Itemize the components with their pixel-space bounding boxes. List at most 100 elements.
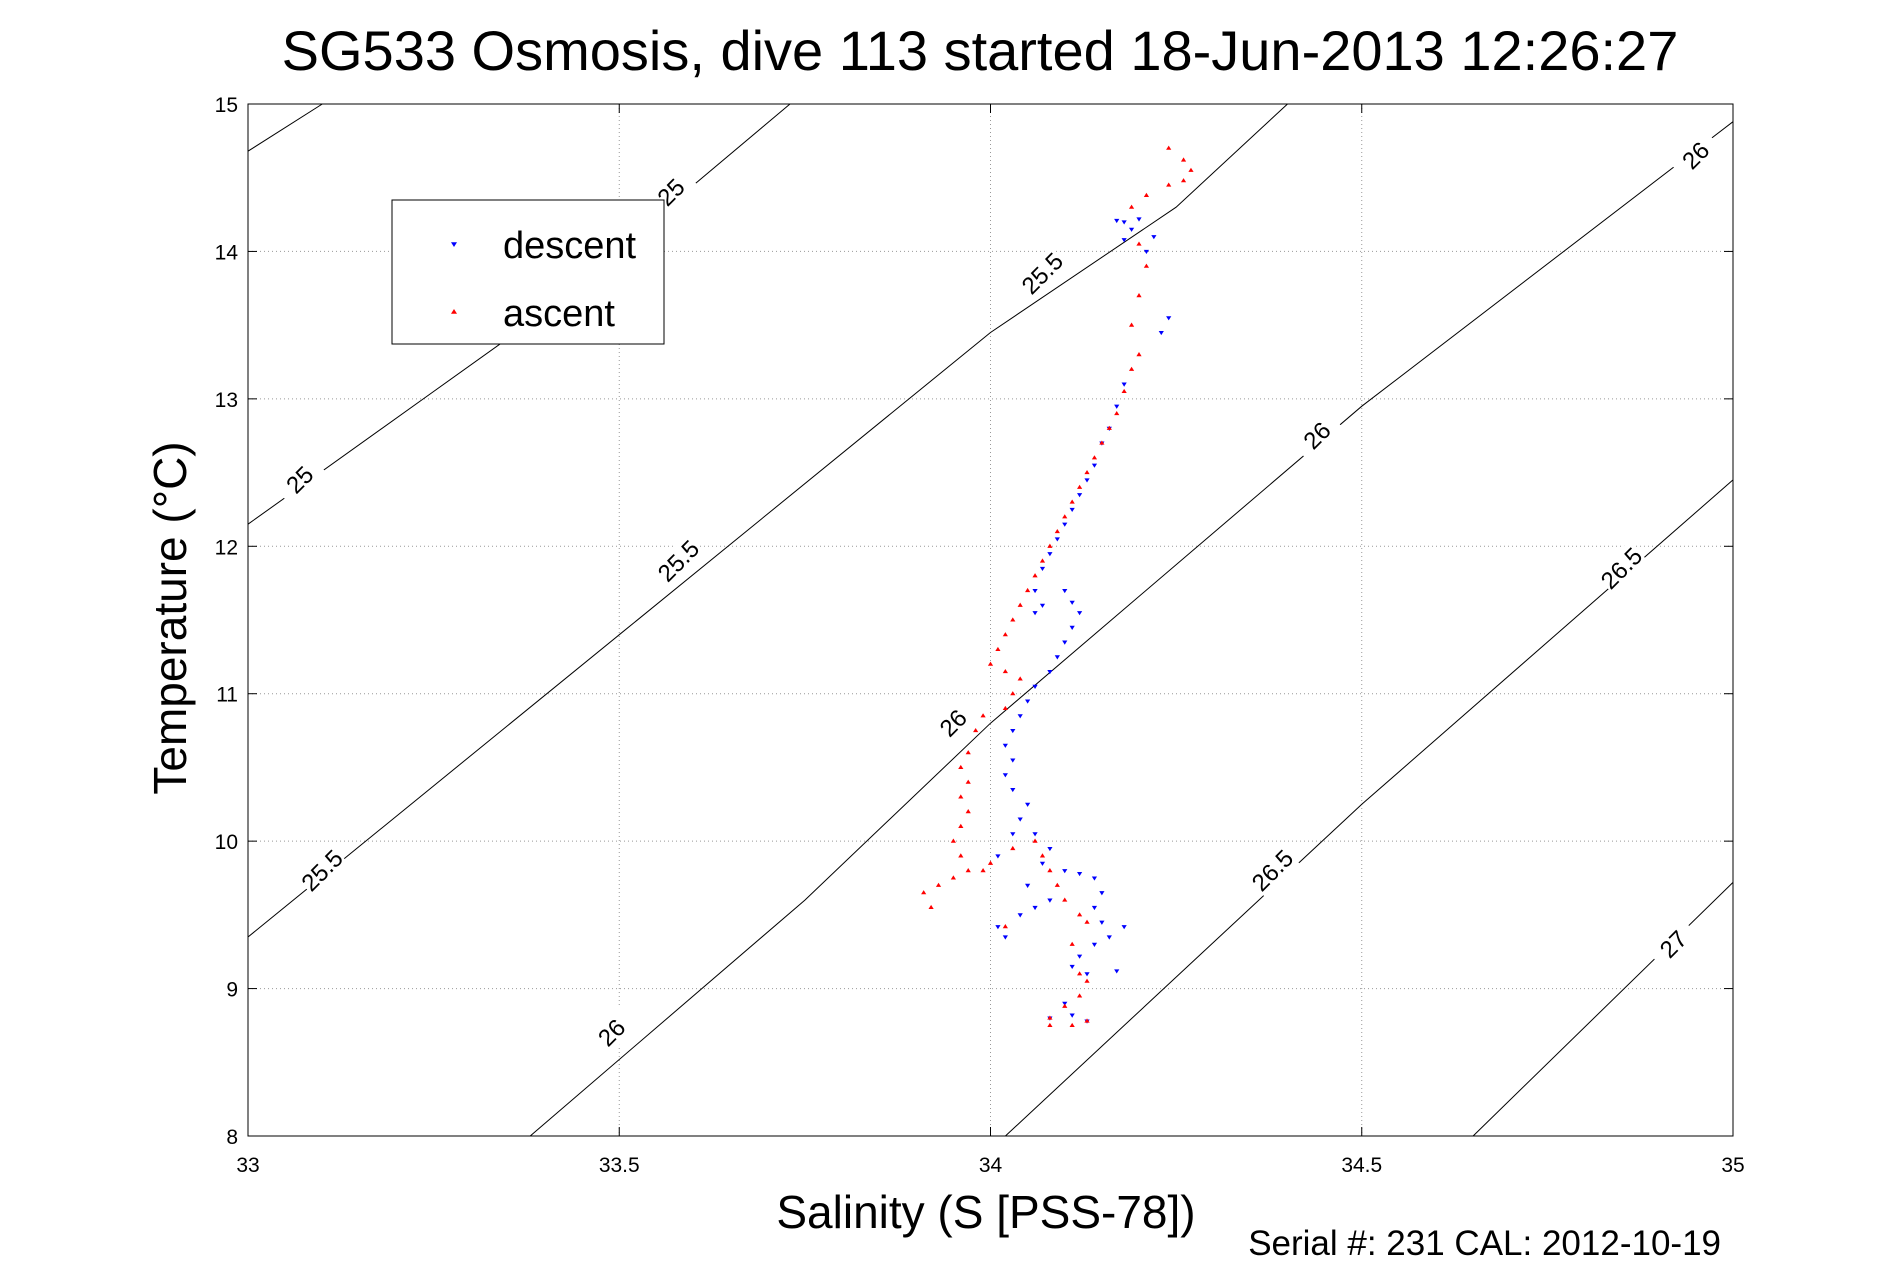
ascent-point xyxy=(1047,868,1053,873)
ascent-point xyxy=(928,904,934,910)
ascent-point xyxy=(1180,178,1187,183)
y-tick-label: 8 xyxy=(226,1126,238,1149)
descent-point xyxy=(1054,655,1060,660)
x-axis-ticks: 33 33.5 34 34.5 35 xyxy=(236,104,1745,1177)
ascent-point xyxy=(1039,853,1046,858)
descent-point xyxy=(1091,876,1098,881)
ascent-point xyxy=(958,794,964,799)
descent-point xyxy=(995,854,1001,859)
ascent-point xyxy=(1047,543,1053,548)
descent-point xyxy=(1039,566,1046,571)
ascent-point xyxy=(1054,528,1060,534)
ascent-point xyxy=(1047,1022,1053,1027)
descent-point xyxy=(1069,507,1075,513)
descent-point xyxy=(1047,670,1053,675)
ascent-point xyxy=(958,764,964,769)
legend: descent ascent xyxy=(391,199,665,345)
contour-label-background xyxy=(1646,917,1701,972)
x-tick-label: 34.5 xyxy=(1341,1154,1382,1177)
descent-point xyxy=(1069,1013,1075,1018)
descent-point xyxy=(1062,522,1068,527)
ascent-point xyxy=(1077,912,1083,917)
ascent-point xyxy=(1069,941,1075,946)
descent-point xyxy=(1084,478,1090,483)
legend-marker-descent xyxy=(451,242,457,247)
ascent-point xyxy=(958,853,964,858)
descent-point xyxy=(1062,869,1068,874)
x-tick-label: 33 xyxy=(236,1154,259,1177)
legend-marker-ascent xyxy=(451,309,457,314)
ascent-point xyxy=(1032,838,1038,843)
descent-point xyxy=(1121,220,1127,225)
ascent-point xyxy=(1143,263,1150,268)
descent-point xyxy=(1121,925,1127,930)
x-axis-label: Salinity (S [PSS-78]) xyxy=(776,1186,1195,1238)
ascent-point xyxy=(1166,182,1172,187)
ascent-point xyxy=(1084,978,1090,983)
ascent-point xyxy=(1025,587,1031,593)
ascent-point xyxy=(1128,204,1135,209)
ascent-point xyxy=(1084,919,1090,924)
ascent-point xyxy=(1188,167,1194,172)
descent-point xyxy=(1002,935,1008,940)
descent-point xyxy=(1099,920,1105,925)
descent-point xyxy=(1121,238,1127,243)
descent-point xyxy=(1025,883,1031,888)
descent-point xyxy=(1077,493,1083,498)
density-contour-25 xyxy=(247,103,323,152)
ascent-point xyxy=(1010,691,1016,696)
descent-point xyxy=(1047,846,1053,852)
descent-point xyxy=(1010,832,1016,837)
contour-label-background xyxy=(651,534,706,588)
descent-point xyxy=(1114,404,1120,409)
ascent-point xyxy=(965,750,971,755)
y-tick-label: 14 xyxy=(215,241,239,264)
descent-point xyxy=(1069,625,1075,630)
ascent-point xyxy=(965,779,971,784)
ascent-point xyxy=(1099,440,1105,445)
ascent-point xyxy=(921,890,927,895)
ascent-point xyxy=(1136,241,1142,246)
descent-point xyxy=(1032,905,1038,911)
ascent-point xyxy=(1077,971,1083,976)
legend-box xyxy=(391,199,665,345)
descent-point xyxy=(1114,969,1120,974)
ascent-point xyxy=(1054,882,1060,887)
descent-point xyxy=(1121,382,1127,387)
ascent-point xyxy=(1062,1003,1068,1008)
legend-marker-descent xyxy=(451,242,457,247)
ascent-point xyxy=(1128,322,1135,327)
descent-point xyxy=(1032,684,1038,689)
descent-point xyxy=(1077,954,1083,959)
descent-point xyxy=(1099,891,1105,896)
descent-point xyxy=(1002,743,1008,748)
ascent-point xyxy=(980,713,986,718)
descent-point xyxy=(1069,964,1075,970)
ascent-point xyxy=(987,860,994,865)
ascent-point xyxy=(1091,455,1098,460)
x-tick-label: 34 xyxy=(979,1154,1003,1177)
descent-point xyxy=(1106,935,1112,940)
contour-label-background xyxy=(273,453,327,507)
descent-point xyxy=(995,925,1001,930)
ascent-point xyxy=(1069,499,1075,504)
ascent-point xyxy=(1069,1022,1075,1027)
ascent-point xyxy=(958,823,964,828)
ascent-point xyxy=(1084,1018,1090,1023)
descent-point xyxy=(1054,537,1060,542)
descent-point xyxy=(1128,227,1135,232)
contour-label-background xyxy=(1669,128,1723,183)
ascent-point xyxy=(1047,1015,1053,1020)
ascent-point xyxy=(1143,192,1150,197)
ascent-point xyxy=(987,661,994,666)
descent-point xyxy=(1010,758,1016,763)
legend-label-descent: descent xyxy=(503,225,637,267)
ascent-point xyxy=(1010,845,1016,851)
x-tick-label: 33.5 xyxy=(599,1154,640,1177)
descent-point xyxy=(1017,714,1023,719)
ascent-point xyxy=(1032,573,1038,578)
y-tick-label: 10 xyxy=(215,831,238,854)
descent-point xyxy=(1091,463,1098,468)
ascent-point xyxy=(973,727,979,733)
